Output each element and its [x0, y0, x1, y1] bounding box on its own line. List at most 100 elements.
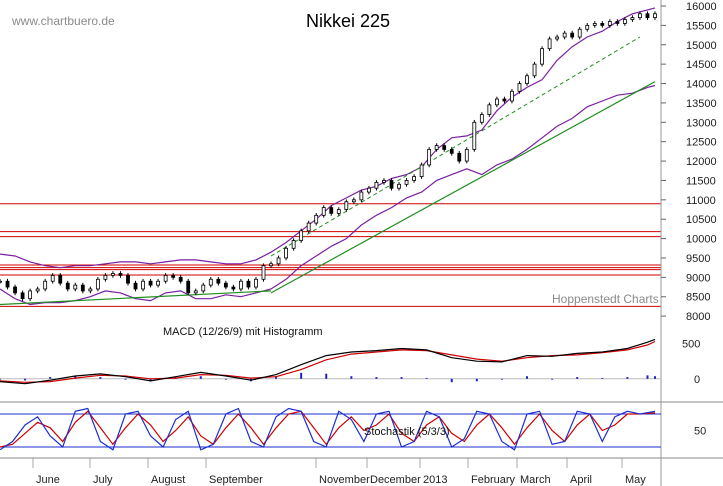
price-candle: [246, 280, 251, 288]
price-candle: [299, 230, 304, 241]
upper-trend-dashed-line: [270, 36, 641, 257]
macd-label: MACD (12/26/9) mit Histogramm: [163, 326, 323, 338]
macd-tick-label: 0: [694, 374, 700, 386]
price-candle: [269, 263, 273, 267]
price-candle: [28, 290, 33, 300]
price-candle: [532, 63, 537, 77]
month-label: November: [319, 474, 370, 486]
price-tick-label: 9000: [686, 272, 710, 284]
price-candle: [367, 187, 371, 193]
lower-trend-line: [270, 81, 656, 294]
price-tick-label: 13000: [686, 117, 717, 129]
month-label: April: [570, 474, 592, 486]
price-candle: [600, 23, 605, 26]
month-label: August: [151, 474, 185, 486]
price-tick-label: 11500: [686, 175, 716, 187]
month-label: May: [625, 474, 646, 486]
price-candle: [80, 284, 85, 292]
price-tick-label: 16000: [686, 1, 717, 13]
price-candle: [479, 114, 484, 123]
price-tick-label: 13500: [686, 98, 717, 110]
price-candle: [404, 180, 409, 185]
macd-tick-label: 500: [682, 339, 700, 351]
price-candle: [630, 17, 635, 20]
price-candle: [20, 292, 25, 300]
price-candle: [638, 13, 642, 19]
bollinger-lower-line: [0, 84, 656, 306]
price-candle: [382, 180, 386, 183]
price-candle: [472, 121, 477, 150]
month-label: February: [471, 474, 516, 486]
price-candle: [223, 282, 228, 288]
price-candle: [148, 280, 153, 286]
price-tick-label: 10500: [686, 214, 717, 226]
price-candle: [186, 280, 191, 294]
month-label: March: [520, 474, 551, 486]
price-tick-label: 14500: [686, 59, 717, 71]
price-candle: [487, 104, 492, 115]
month-label: July: [93, 474, 113, 486]
price-candle: [73, 284, 78, 290]
price-candle: [592, 23, 597, 26]
price-candle: [653, 13, 657, 19]
price-candle: [103, 275, 108, 280]
price-candle: [562, 32, 567, 38]
price-candle: [58, 275, 63, 284]
price-candle: [291, 240, 296, 249]
price-candle: [88, 288, 93, 292]
price-candle: [276, 257, 281, 265]
price-tick-label: 15500: [686, 20, 717, 32]
price-candle: [261, 265, 266, 280]
price-candle: [239, 280, 243, 290]
price-candle: [494, 98, 499, 106]
macd-line: [0, 338, 656, 385]
stochastic-label: Stochastik (5/3/3): [364, 426, 450, 438]
price-candle: [201, 284, 206, 292]
price-candle: [555, 36, 560, 40]
price-candle: [427, 149, 432, 166]
base-support-line: [0, 290, 272, 306]
price-candle: [615, 21, 620, 24]
watermark: www.chartbuero.de: [11, 14, 115, 28]
price-tick-label: 12000: [686, 156, 717, 168]
price-candle: [5, 280, 10, 288]
price-candle: [374, 181, 379, 189]
price-tick-label: 12500: [686, 137, 717, 149]
price-candle: [216, 278, 221, 284]
price-candle: [193, 290, 198, 294]
price-tick-label: 9500: [686, 253, 710, 265]
price-candle: [540, 48, 544, 65]
price-candle: [622, 19, 627, 24]
price-candle: [442, 145, 447, 150]
price-candle: [43, 280, 48, 290]
price-candle: [419, 164, 424, 177]
price-candle: [344, 201, 349, 210]
price-candle: [231, 286, 236, 290]
price-candle: [329, 207, 334, 214]
price-candle: [50, 275, 55, 282]
price-candle: [254, 278, 258, 288]
price-candle: [284, 247, 288, 259]
price-candle: [336, 209, 341, 214]
month-label: December: [370, 474, 421, 486]
price-candle: [171, 275, 176, 278]
price-candle: [434, 145, 439, 150]
price-candle: [133, 282, 138, 290]
price-candle: [412, 176, 416, 181]
price-candle: [208, 278, 213, 286]
price-candle: [525, 75, 529, 84]
price-candle: [510, 90, 514, 102]
price-candle: [585, 24, 590, 30]
stochastic-k-line: [0, 407, 656, 451]
price-candle: [645, 13, 650, 19]
source-note: Hoppenstedt Charts: [552, 292, 659, 306]
price-candle: [502, 98, 507, 102]
price-tick-label: 8500: [686, 292, 710, 304]
chart-title: Nikkei 225: [306, 11, 390, 31]
price-candle: [163, 275, 168, 282]
price-tick-label: 8000: [686, 311, 710, 323]
month-label: 2013: [423, 474, 447, 486]
price-candle: [464, 149, 469, 162]
price-tick-label: 11000: [686, 195, 716, 207]
